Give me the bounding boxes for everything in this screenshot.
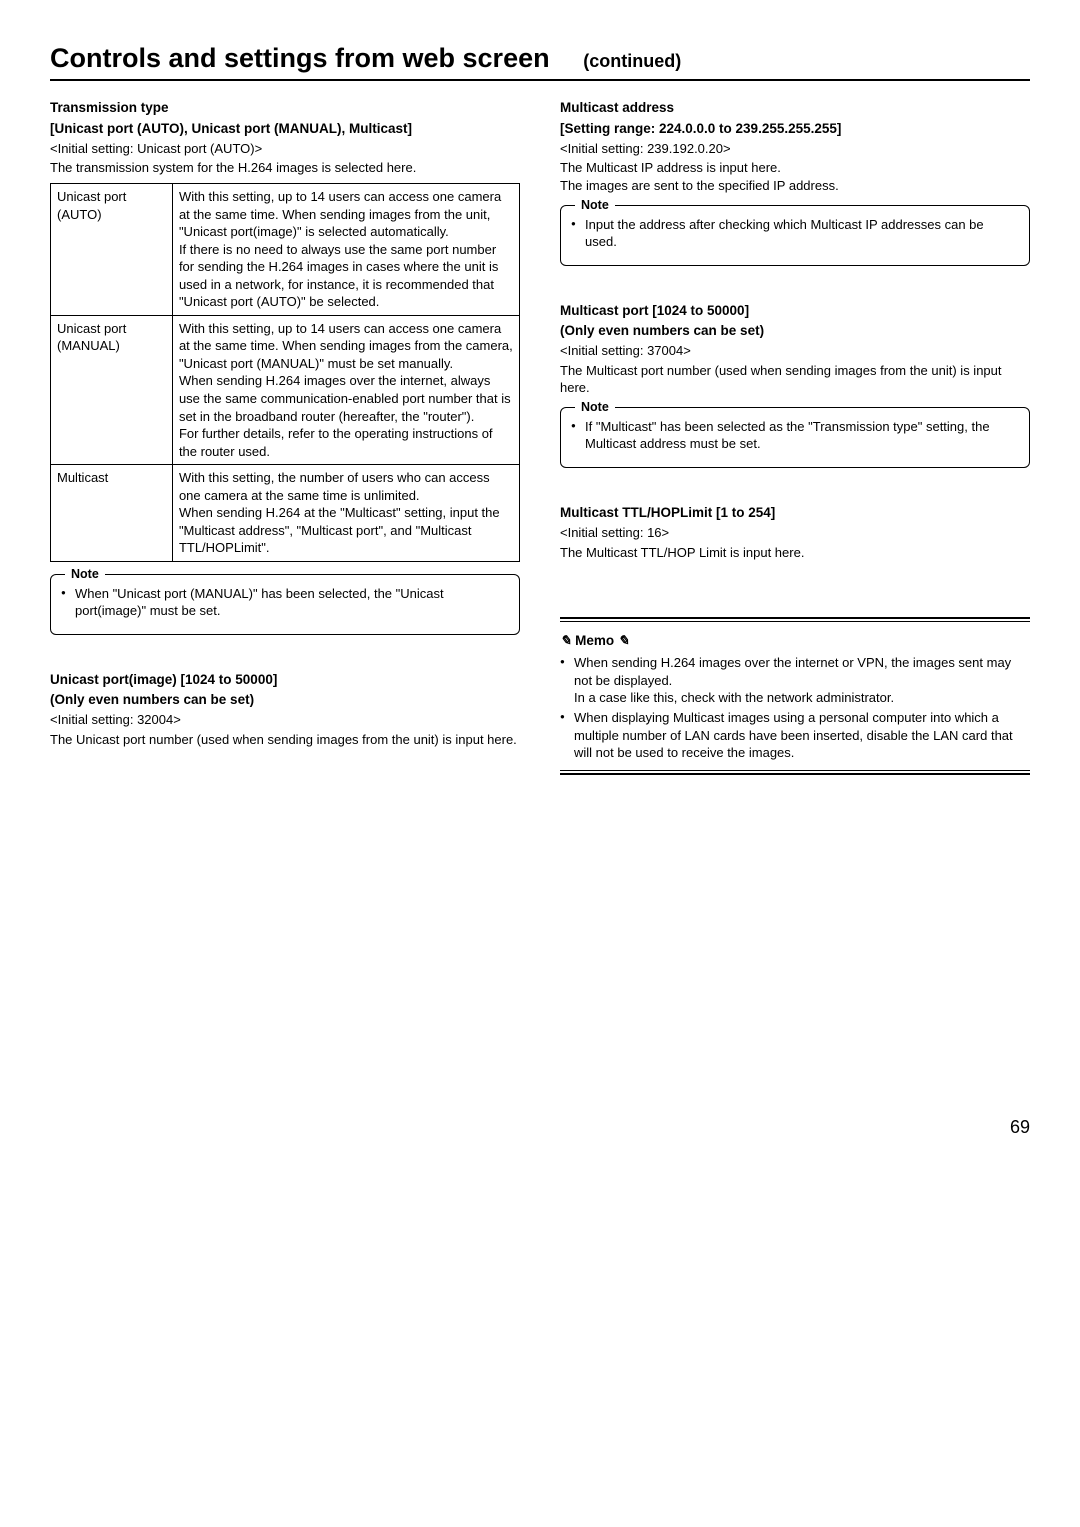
multicast-addr-head: Multicast address	[560, 99, 1030, 117]
multicast-addr-note: Note Input the address after checking wh…	[560, 205, 1030, 266]
pencil-icon: ✎	[618, 632, 629, 650]
page-number: 69	[50, 1115, 1030, 1139]
memo-rule-bottom	[560, 773, 1030, 775]
note-text: If "Multicast" has been selected as the …	[571, 418, 1019, 453]
unicast-port-sub: (Only even numbers can be set)	[50, 691, 520, 709]
note-label: Note	[575, 399, 615, 416]
memo-rule-thin	[560, 770, 1030, 771]
multicast-port-head: Multicast port [1024 to 50000]	[560, 302, 1030, 320]
multicast-addr-initial: <Initial setting: 239.192.0.20>	[560, 140, 1030, 158]
row2-label: Multicast	[51, 465, 173, 562]
multicast-addr-range: [Setting range: 224.0.0.0 to 239.255.255…	[560, 120, 1030, 138]
multicast-ttl-initial: <Initial setting: 16>	[560, 524, 1030, 542]
multicast-port-sub: (Only even numbers can be set)	[560, 322, 1030, 340]
note-label: Note	[575, 197, 615, 214]
multicast-addr-desc2: The images are sent to the specified IP …	[560, 177, 1030, 195]
right-column: Multicast address [Setting range: 224.0.…	[560, 99, 1030, 774]
memo-head: ✎ Memo ✎	[560, 632, 1030, 650]
multicast-port-desc: The Multicast port number (used when sen…	[560, 362, 1030, 397]
note-label: Note	[65, 566, 105, 583]
memo-label: Memo	[575, 633, 614, 648]
unicast-port-head: Unicast port(image) [1024 to 50000]	[50, 671, 520, 689]
transmission-type-options: [Unicast port (AUTO), Unicast port (MANU…	[50, 120, 520, 138]
table-row: Unicast port (AUTO) With this setting, u…	[51, 183, 520, 315]
transmission-type-table: Unicast port (AUTO) With this setting, u…	[50, 183, 520, 562]
transmission-type-initial: <Initial setting: Unicast port (AUTO)>	[50, 140, 520, 158]
unicast-port-desc: The Unicast port number (used when sendi…	[50, 731, 520, 749]
row1-text: With this setting, up to 14 users can ac…	[172, 315, 519, 464]
row1-label: Unicast port (MANUAL)	[51, 315, 173, 464]
transmission-type-desc: The transmission system for the H.264 im…	[50, 159, 520, 177]
table-row: Unicast port (MANUAL) With this setting,…	[51, 315, 520, 464]
multicast-addr-desc1: The Multicast IP address is input here.	[560, 159, 1030, 177]
row0-label: Unicast port (AUTO)	[51, 183, 173, 315]
pencil-icon: ✎	[560, 632, 571, 650]
multicast-port-initial: <Initial setting: 37004>	[560, 342, 1030, 360]
left-column: Transmission type [Unicast port (AUTO), …	[50, 99, 520, 774]
note-text: When "Unicast port (MANUAL)" has been se…	[61, 585, 509, 620]
page-title: Controls and settings from web screen	[50, 43, 550, 73]
multicast-ttl-head: Multicast TTL/HOPLimit [1 to 254]	[560, 504, 1030, 522]
continued-label: (continued)	[583, 51, 681, 71]
memo-item-1: When displaying Multicast images using a…	[560, 709, 1030, 762]
memo-rule-top	[560, 617, 1030, 619]
memo-list: When sending H.264 images over the inter…	[560, 654, 1030, 761]
unicast-port-initial: <Initial setting: 32004>	[50, 711, 520, 729]
note-text: Input the address after checking which M…	[571, 216, 1019, 251]
table-row: Multicast With this setting, the number …	[51, 465, 520, 562]
memo-rule-thin	[560, 621, 1030, 622]
row2-text: With this setting, the number of users w…	[172, 465, 519, 562]
transmission-type-head: Transmission type	[50, 99, 520, 117]
memo-item-0: When sending H.264 images over the inter…	[560, 654, 1030, 707]
multicast-ttl-desc: The Multicast TTL/HOP Limit is input her…	[560, 544, 1030, 562]
transmission-note: Note When "Unicast port (MANUAL)" has be…	[50, 574, 520, 635]
row0-text: With this setting, up to 14 users can ac…	[172, 183, 519, 315]
multicast-port-note: Note If "Multicast" has been selected as…	[560, 407, 1030, 468]
